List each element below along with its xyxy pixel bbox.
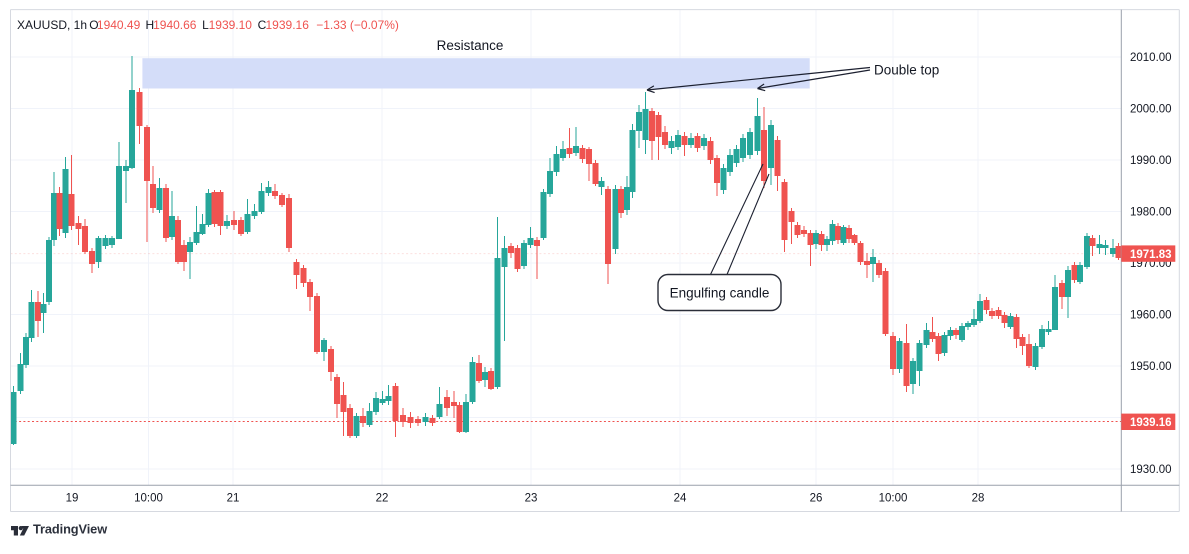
svg-text:Double top: Double top: [874, 63, 939, 78]
svg-text:2000.00: 2000.00: [1130, 104, 1172, 116]
svg-text:Resistance: Resistance: [437, 38, 504, 53]
svg-text:10:00: 10:00: [134, 493, 163, 505]
svg-text:1940.66: 1940.66: [153, 18, 197, 32]
svg-text:22: 22: [376, 493, 389, 505]
svg-text:H: H: [146, 18, 155, 32]
svg-text:TradingView: TradingView: [33, 522, 107, 537]
svg-text:L: L: [202, 18, 209, 32]
svg-text:1939.16: 1939.16: [266, 18, 310, 32]
svg-text:2010.00: 2010.00: [1130, 52, 1172, 64]
svg-text:Engulfing candle: Engulfing candle: [670, 286, 770, 301]
svg-text:23: 23: [525, 493, 538, 505]
svg-text:1971.83: 1971.83: [1130, 249, 1172, 261]
svg-text:1990.00: 1990.00: [1130, 155, 1172, 167]
svg-text:21: 21: [227, 493, 240, 505]
svg-text:1960.00: 1960.00: [1130, 310, 1172, 322]
svg-text:28: 28: [972, 493, 985, 505]
svg-text:1980.00: 1980.00: [1130, 207, 1172, 219]
svg-text:1939.16: 1939.16: [1130, 417, 1172, 429]
svg-text:1940.49: 1940.49: [97, 18, 141, 32]
svg-text:−1.33 (−0.07%): −1.33 (−0.07%): [316, 18, 399, 32]
svg-text:XAUUSD, 1h: XAUUSD, 1h: [17, 18, 87, 32]
svg-text:1930.00: 1930.00: [1130, 464, 1172, 476]
svg-text:19: 19: [66, 493, 79, 505]
svg-text:O: O: [89, 18, 98, 32]
svg-text:1950.00: 1950.00: [1130, 361, 1172, 373]
svg-text:10:00: 10:00: [879, 493, 908, 505]
svg-text:C: C: [258, 18, 267, 32]
svg-text:26: 26: [810, 493, 823, 505]
svg-text:24: 24: [674, 493, 687, 505]
svg-text:1939.10: 1939.10: [209, 18, 253, 32]
